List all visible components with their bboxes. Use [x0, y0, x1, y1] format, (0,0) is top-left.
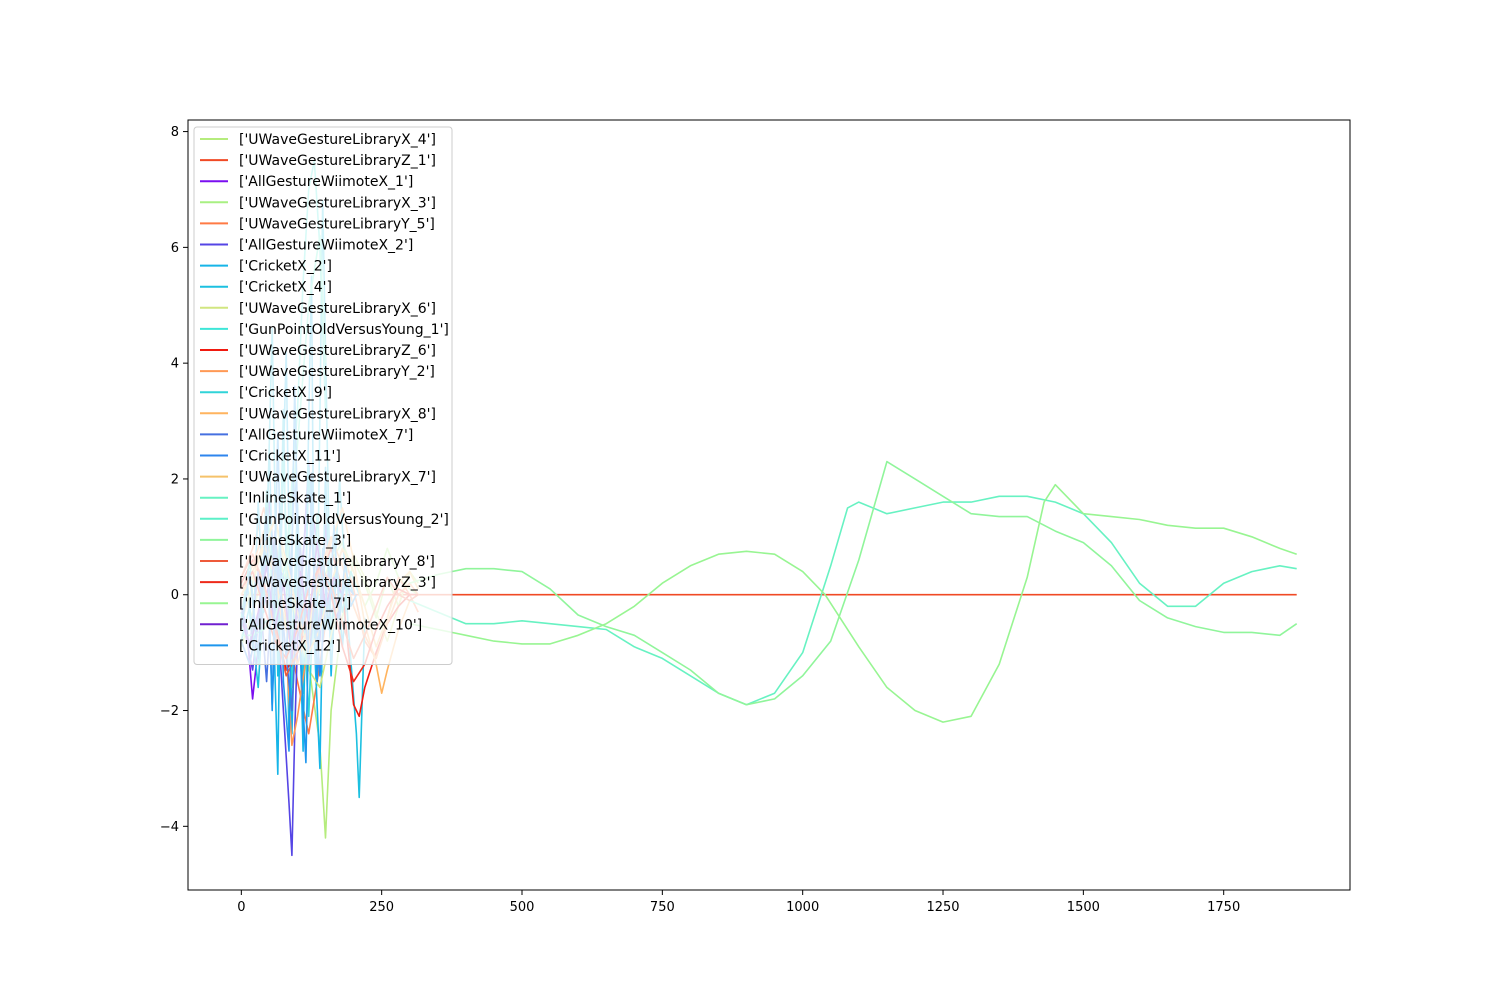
legend-label: ['UWaveGestureLibraryX_3'] [239, 195, 436, 211]
x-tick-label: 1250 [926, 900, 959, 915]
y-tick-label: −4 [160, 820, 179, 835]
legend-label: ['AllGestureWiimoteX_7'] [239, 427, 413, 443]
legend-label: ['UWaveGestureLibraryY_2'] [239, 364, 435, 380]
legend-label: ['CricketX_11'] [239, 449, 341, 465]
legend-label: ['UWaveGestureLibraryX_8'] [239, 406, 436, 422]
y-tick-label: −2 [160, 704, 179, 719]
series-line-22 [409, 483, 1297, 723]
legend-label: ['InlineSkate_3'] [239, 533, 351, 549]
series-line-19 [409, 460, 1298, 706]
y-tick-label: 0 [171, 588, 179, 603]
legend-label: ['InlineSkate_7'] [239, 596, 351, 612]
legend-label: ['CricketX_2'] [239, 259, 332, 275]
legend-label: ['CricketX_4'] [239, 280, 332, 296]
legend: ['UWaveGestureLibraryX_4'] ['UWaveGesture… [193, 126, 453, 665]
legend-label: ['AllGestureWiimoteX_2'] [239, 238, 413, 254]
x-tick-label: 1000 [786, 900, 819, 915]
x-tick-label: 750 [650, 900, 675, 915]
series-line-17 [409, 495, 1297, 706]
x-tick-label: 1750 [1207, 900, 1240, 915]
x-axis: 0 250 500 750 1000 1250 1500 1750 [237, 890, 1240, 915]
x-tick-label: 0 [237, 900, 245, 915]
legend-label: ['CricketX_9'] [239, 385, 332, 401]
legend-label: ['AllGestureWiimoteX_1'] [239, 174, 413, 190]
legend-label: ['GunPointOldVersusYoung_2'] [239, 512, 449, 528]
legend-box [193, 126, 453, 665]
y-axis: −4 −2 0 2 4 6 8 [160, 125, 188, 835]
legend-label: ['GunPointOldVersusYoung_1'] [239, 322, 449, 338]
y-tick-label: 2 [171, 472, 179, 487]
legend-label: ['UWaveGestureLibraryY_8'] [239, 554, 435, 570]
legend-label: ['UWaveGestureLibraryZ_3'] [239, 575, 436, 591]
legend-label: ['AllGestureWiimoteX_10'] [239, 617, 422, 633]
legend-label: ['CricketX_12'] [239, 638, 341, 654]
y-tick-label: 6 [171, 241, 179, 256]
x-tick-label: 500 [510, 900, 535, 915]
legend-label: ['UWaveGestureLibraryX_7'] [239, 470, 436, 486]
legend-label: ['UWaveGestureLibraryX_6'] [239, 301, 436, 317]
y-tick-label: 8 [171, 125, 179, 140]
legend-label: ['InlineSkate_1'] [239, 491, 351, 507]
x-tick-label: 250 [369, 900, 394, 915]
legend-label: ['UWaveGestureLibraryY_5'] [239, 216, 435, 232]
legend-label: ['UWaveGestureLibraryZ_1'] [239, 153, 436, 169]
x-tick-label: 1500 [1067, 900, 1100, 915]
plot-frame [187, 119, 1351, 891]
legend-label: ['UWaveGestureLibraryX_4'] [239, 132, 436, 148]
legend-label: ['UWaveGestureLibraryZ_6'] [239, 343, 436, 359]
y-tick-label: 4 [171, 357, 179, 372]
